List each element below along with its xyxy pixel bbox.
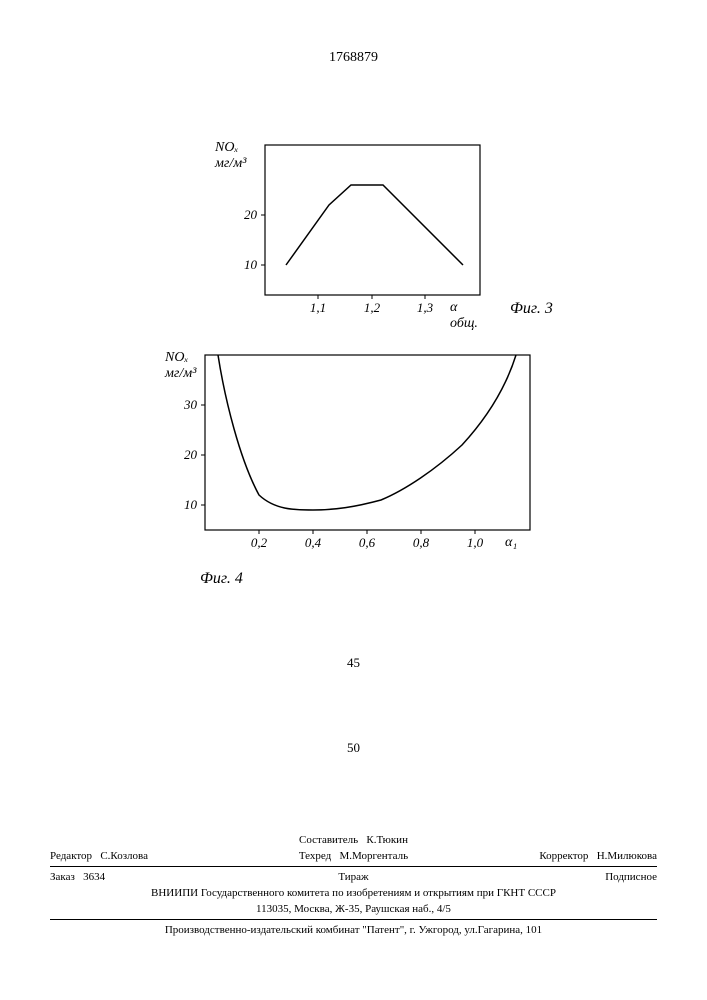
chart4-xtick-2: 0,4 [305, 535, 321, 551]
techred-label: Техред [299, 850, 331, 862]
chart3-xtick-1: 1,1 [310, 300, 326, 316]
footer-publisher: Производственно-издательский комбинат "П… [50, 924, 657, 936]
compiler-name: К.Тюкин [366, 834, 408, 846]
chart4-ytick-30: 30 [175, 397, 197, 413]
chart4-xtick-3: 0,6 [359, 535, 375, 551]
chart4-xtick-5: 1,0 [467, 535, 483, 551]
chart4-x-label: α₁ [505, 535, 517, 551]
footer-org: ВНИИПИ Государственного комитета по изоб… [50, 887, 657, 899]
chart4-ytick-10: 10 [175, 497, 197, 513]
editor-label: Редактор [50, 850, 92, 862]
techred-name: М.Моргенталь [340, 850, 409, 862]
chart3-xtick-3: 1,3 [417, 300, 433, 316]
document-number: 1768879 [329, 50, 378, 66]
subscribe-label: Подписное [605, 871, 657, 883]
fig3-label: Фиг. 3 [510, 300, 553, 318]
chart4-svg [165, 350, 535, 550]
chart4-y-label-bottom: мг/м³ [165, 366, 196, 382]
chart4-xtick-4: 0,8 [413, 535, 429, 551]
footer-block: Составитель К.Тюкин Редактор С.Козлова Т… [50, 834, 657, 940]
chart4-xtick-1: 0,2 [251, 535, 267, 551]
mid-number-50: 50 [347, 740, 360, 756]
chart4-y-label-top: NOₓ [165, 350, 188, 366]
footer-address: 113035, Москва, Ж-35, Раушская наб., 4/5 [50, 903, 657, 915]
compiler-label: Составитель [299, 834, 358, 846]
chart-fig4: NOₓ мг/м³ 10 20 30 0,2 0,4 0,6 0,8 1,0 α… [165, 350, 535, 550]
editor-name: С.Козлова [100, 850, 148, 862]
chart-fig3: NOₓ мг/м³ 10 20 1,1 1,2 1,3 α общ. [225, 140, 485, 315]
chart4-ytick-20: 20 [175, 447, 197, 463]
corrector-name: Н.Милюкова [597, 850, 657, 862]
order-label: Заказ [50, 871, 75, 883]
chart3-ytick-20: 20 [235, 207, 257, 223]
chart3-y-label-bottom: мг/м³ [215, 156, 246, 172]
mid-number-45: 45 [347, 655, 360, 671]
fig4-label: Фиг. 4 [200, 570, 243, 588]
chart3-ytick-10: 10 [235, 257, 257, 273]
order-num: 3634 [83, 871, 105, 883]
chart3-svg [225, 140, 485, 315]
corrector-label: Корректор [539, 850, 588, 862]
tirage-label: Тираж [338, 871, 368, 883]
chart3-xtick-2: 1,2 [364, 300, 380, 316]
chart3-x-label: α общ. [450, 300, 485, 332]
chart3-y-label-top: NOₓ [215, 140, 238, 156]
